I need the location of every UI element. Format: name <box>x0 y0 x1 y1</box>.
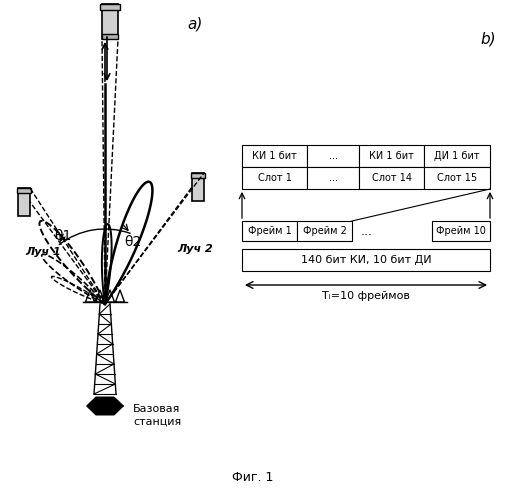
Text: θ1: θ1 <box>54 229 71 243</box>
Bar <box>432 221 490 241</box>
Text: Фрейм 10: Фрейм 10 <box>436 226 486 236</box>
Text: Фрейм 1: Фрейм 1 <box>247 226 292 236</box>
Bar <box>17 188 31 193</box>
Bar <box>359 145 424 167</box>
Bar <box>242 167 307 189</box>
Text: Луч 2: Луч 2 <box>177 244 213 254</box>
Text: Фиг. 1: Фиг. 1 <box>232 471 274 484</box>
Text: ...: ... <box>329 151 338 161</box>
Bar <box>424 145 490 167</box>
Bar <box>307 167 359 189</box>
Bar <box>242 145 307 167</box>
Text: Луч 1: Луч 1 <box>25 247 61 257</box>
Bar <box>100 4 120 10</box>
Text: ДИ 1 бит: ДИ 1 бит <box>434 151 480 161</box>
Text: Слот 1: Слот 1 <box>258 173 292 183</box>
Text: ...: ... <box>361 225 373 238</box>
Text: КИ 1 бит: КИ 1 бит <box>252 151 297 161</box>
Text: 140 бит КИ, 10 бит ДИ: 140 бит КИ, 10 бит ДИ <box>301 255 431 265</box>
Bar <box>102 34 118 39</box>
Text: Фрейм 2: Фрейм 2 <box>303 226 346 236</box>
Bar <box>297 221 352 241</box>
Bar <box>192 173 204 201</box>
Text: ...: ... <box>329 173 338 183</box>
Polygon shape <box>87 397 123 415</box>
Bar <box>102 4 118 39</box>
Text: Слот 15: Слот 15 <box>437 173 477 183</box>
Bar <box>191 173 205 178</box>
Bar <box>307 145 359 167</box>
Text: Tᵢ=10 фреймов: Tᵢ=10 фреймов <box>322 291 410 301</box>
Text: КИ 1 бит: КИ 1 бит <box>369 151 414 161</box>
Bar <box>242 249 490 271</box>
Bar <box>424 167 490 189</box>
Bar <box>359 167 424 189</box>
Text: b): b) <box>480 31 496 46</box>
Text: a): a) <box>187 16 203 31</box>
Text: Базовая
станция: Базовая станция <box>133 404 181 427</box>
Text: θ2: θ2 <box>124 235 141 249</box>
Bar <box>242 221 297 241</box>
Text: Слот 14: Слот 14 <box>372 173 412 183</box>
Bar <box>18 188 30 216</box>
